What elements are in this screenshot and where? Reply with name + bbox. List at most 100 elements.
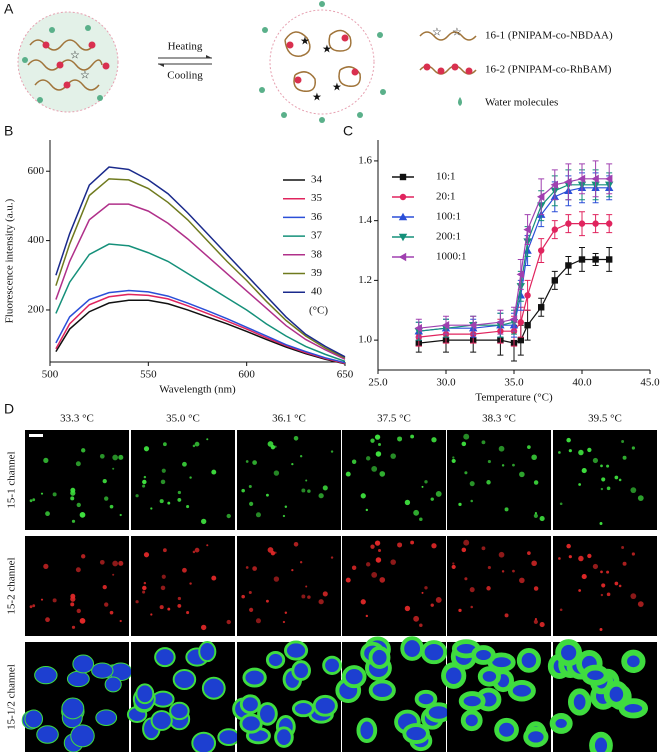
spot [102, 479, 107, 484]
spot [142, 484, 146, 488]
micrograph [21, 642, 133, 752]
spot [622, 455, 627, 460]
spot [150, 507, 153, 510]
cell [70, 724, 95, 748]
spot [192, 550, 196, 554]
spot [255, 618, 261, 624]
cell [368, 646, 391, 669]
cell [217, 728, 241, 746]
spot [330, 450, 334, 453]
spot [322, 485, 328, 491]
marker [469, 320, 477, 330]
spot [461, 441, 467, 447]
legend-label: 200:1 [436, 231, 461, 243]
micrograph [131, 430, 235, 530]
spot [566, 437, 571, 443]
spot [182, 461, 187, 467]
spot [248, 484, 252, 489]
spot [211, 575, 217, 581]
x-tick-label: 35.0 [504, 377, 524, 389]
spot [177, 498, 182, 502]
legend-label: 16-2 (PNIPAM-co-RhBAM) [485, 64, 612, 76]
micrograph [342, 430, 446, 530]
spot [424, 586, 428, 590]
marker [398, 252, 407, 262]
marker [398, 212, 408, 221]
spot [413, 615, 420, 622]
spot [118, 454, 124, 460]
spot [559, 608, 563, 612]
spot [245, 460, 249, 463]
spot [112, 560, 119, 567]
spot [614, 581, 619, 586]
column-label: 33.3 °C [60, 413, 94, 425]
spot [539, 516, 545, 522]
spot [487, 565, 491, 570]
spot [119, 513, 122, 517]
micrograph [335, 636, 453, 752]
spot [461, 547, 467, 553]
spot [397, 436, 403, 442]
svg-text:★: ★ [300, 36, 310, 48]
spot [291, 462, 294, 466]
spot [365, 614, 369, 618]
marker [441, 320, 450, 330]
cell [104, 676, 122, 693]
spot [177, 490, 182, 495]
spot [135, 494, 139, 498]
cell [414, 689, 438, 709]
column-label: 37.5 °C [377, 413, 411, 425]
micrograph [342, 536, 446, 636]
marker [399, 173, 407, 181]
scale-bar [29, 434, 43, 437]
spot [32, 498, 36, 502]
cell [494, 717, 519, 742]
spot [81, 554, 86, 559]
spot [539, 622, 545, 628]
micrograph [553, 536, 657, 636]
legend-label: 35 [311, 192, 323, 204]
image-bg [342, 536, 446, 636]
spot [587, 553, 592, 559]
spot [273, 576, 280, 582]
marker [538, 247, 545, 254]
spot [200, 518, 207, 525]
cell [284, 640, 309, 661]
micrograph [25, 536, 129, 636]
spot [578, 483, 582, 486]
spot [52, 492, 57, 497]
spot [481, 440, 486, 445]
spot [252, 566, 257, 571]
cell [191, 731, 217, 752]
spot [71, 519, 76, 523]
spot [452, 456, 455, 459]
marker [606, 256, 613, 263]
spot [378, 442, 382, 447]
cell [135, 683, 155, 705]
marker [496, 318, 504, 327]
micrograph [232, 640, 342, 752]
spot [160, 479, 166, 485]
y-tick-label: 1.6 [358, 154, 372, 166]
spot [421, 591, 424, 594]
column-label: 35.0 °C [166, 413, 200, 425]
spot [360, 599, 366, 605]
spot [486, 586, 491, 591]
image-bg [342, 430, 446, 530]
spot [637, 495, 644, 502]
svg-text:☆: ☆ [432, 27, 442, 39]
spot [143, 581, 147, 585]
spot [365, 508, 369, 512]
spot [431, 437, 437, 443]
cell [402, 723, 430, 744]
cell [589, 731, 613, 752]
legend-label: 1000:1 [436, 251, 467, 263]
cell [72, 654, 95, 674]
spot [206, 544, 209, 547]
marker [399, 193, 407, 201]
spot [379, 577, 386, 583]
spot [601, 477, 606, 482]
spot [614, 475, 619, 480]
spot [451, 564, 456, 570]
spot [282, 620, 286, 624]
